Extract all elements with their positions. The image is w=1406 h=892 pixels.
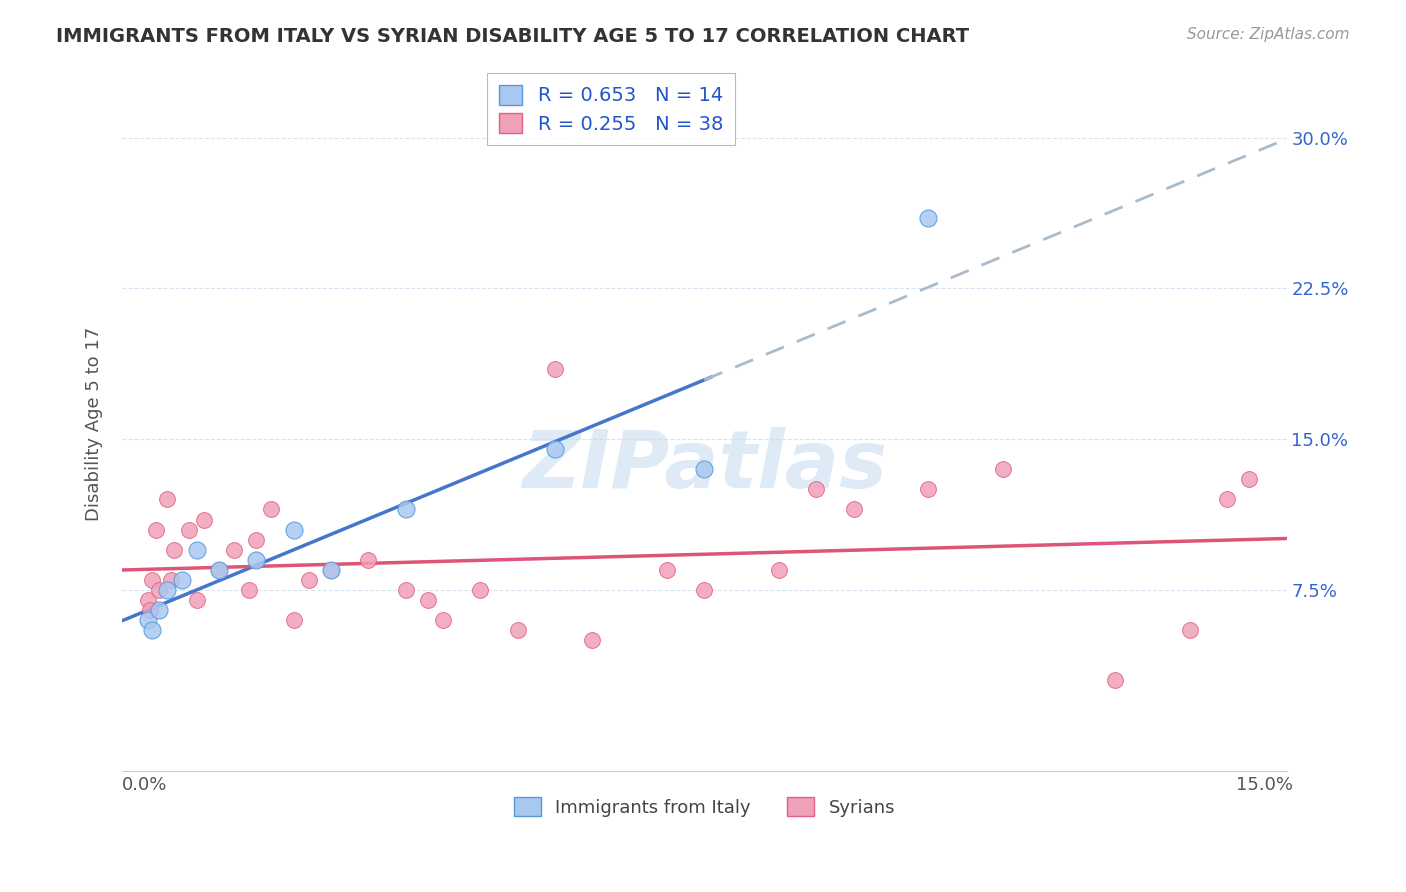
Point bbox=[842, 502, 865, 516]
Point bbox=[186, 593, 208, 607]
Text: Source: ZipAtlas.com: Source: ZipAtlas.com bbox=[1187, 27, 1350, 42]
Point bbox=[245, 552, 267, 566]
Text: IMMIGRANTS FROM ITALY VS SYRIAN DISABILITY AGE 5 TO 17 CORRELATION CHART: IMMIGRANTS FROM ITALY VS SYRIAN DISABILI… bbox=[56, 27, 969, 45]
Point bbox=[395, 582, 418, 597]
Point bbox=[1104, 673, 1126, 688]
Point bbox=[159, 573, 181, 587]
Point bbox=[283, 523, 305, 537]
Point bbox=[163, 542, 186, 557]
Point bbox=[581, 633, 603, 648]
Point bbox=[991, 462, 1014, 476]
Point bbox=[1178, 623, 1201, 637]
Point bbox=[156, 582, 179, 597]
Point bbox=[655, 563, 678, 577]
Point bbox=[544, 442, 567, 457]
Point bbox=[141, 573, 163, 587]
Point bbox=[208, 563, 231, 577]
Y-axis label: Disability Age 5 to 17: Disability Age 5 to 17 bbox=[86, 327, 103, 521]
Point bbox=[145, 523, 167, 537]
Point bbox=[179, 523, 201, 537]
Point bbox=[260, 502, 283, 516]
Point bbox=[319, 563, 342, 577]
Point bbox=[432, 613, 454, 627]
Point bbox=[470, 582, 492, 597]
Point bbox=[170, 573, 193, 587]
Point bbox=[245, 533, 267, 547]
Point bbox=[544, 361, 567, 376]
Point bbox=[238, 582, 260, 597]
Point bbox=[193, 512, 215, 526]
Point bbox=[148, 582, 170, 597]
Point bbox=[693, 462, 716, 476]
Point bbox=[1239, 472, 1261, 486]
Point bbox=[768, 563, 790, 577]
Point bbox=[283, 613, 305, 627]
Point bbox=[208, 563, 231, 577]
Point bbox=[1216, 492, 1239, 507]
Text: ZIPatlas: ZIPatlas bbox=[522, 426, 887, 505]
Point bbox=[357, 552, 380, 566]
Legend: Immigrants from Italy, Syrians: Immigrants from Italy, Syrians bbox=[506, 790, 903, 824]
Point bbox=[917, 483, 939, 497]
Point bbox=[136, 613, 159, 627]
Point bbox=[319, 563, 342, 577]
Point bbox=[917, 211, 939, 226]
Point bbox=[139, 603, 162, 617]
Point bbox=[141, 623, 163, 637]
Point bbox=[186, 542, 208, 557]
Point bbox=[416, 593, 439, 607]
Point bbox=[148, 603, 170, 617]
Point bbox=[506, 623, 529, 637]
Point bbox=[136, 593, 159, 607]
Point bbox=[222, 542, 245, 557]
Point bbox=[156, 492, 179, 507]
Point bbox=[395, 502, 418, 516]
Point bbox=[806, 483, 828, 497]
Point bbox=[298, 573, 321, 587]
Point bbox=[693, 582, 716, 597]
